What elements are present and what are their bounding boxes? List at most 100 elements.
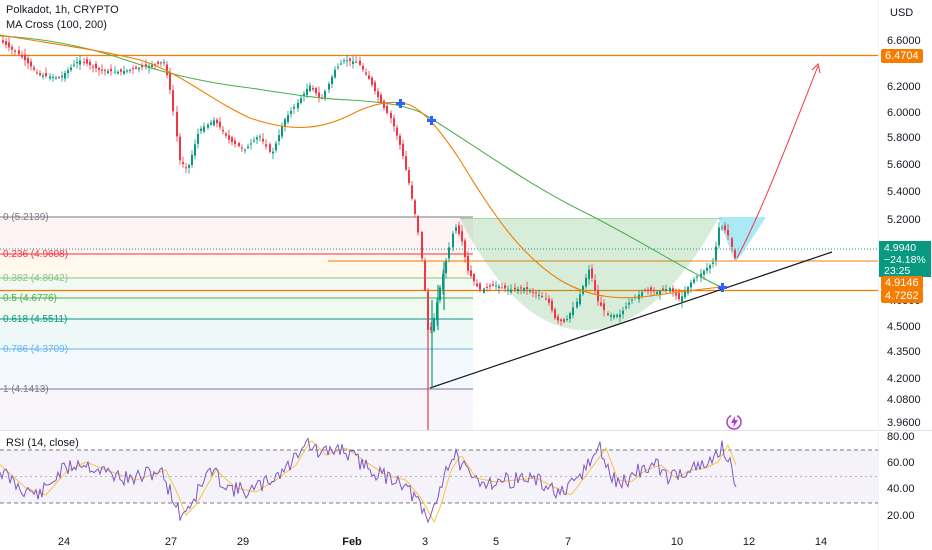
candle-body [194,144,196,156]
candle-body [700,273,702,278]
candle-body [681,296,683,302]
indicator-legend[interactable]: MA Cross (100, 200) [6,19,107,31]
target-price-badge: 6.4704 [881,49,923,63]
ma100-badge: 4.9146 [881,276,923,290]
candle-body [690,282,692,288]
candle-body [324,91,326,98]
time-tick: 27 [164,536,178,548]
candle-body [616,315,618,317]
candle-body [52,77,54,78]
candle-body [55,77,57,79]
candle-body [588,269,590,280]
candle-body [169,73,171,90]
candle-body [383,100,385,108]
symbol-legend[interactable]: Polkadot, 1h, CRYPTO [6,4,119,16]
candle-body [610,315,612,317]
fib-zone-0618-0786 [0,319,473,349]
candle-body [104,70,106,72]
fib-label-0618: 0.618 (4.5511) [3,314,68,325]
candle-body [517,288,519,292]
candle-body [49,76,51,79]
ma100-line [0,34,723,299]
candle-body [473,274,475,282]
candle-body [417,216,419,233]
candle-body [579,294,581,305]
candle-body [520,287,522,289]
candle-body [399,135,401,145]
candle-body [709,265,711,269]
time-tick: 10 [670,536,684,548]
candle-body [101,69,103,71]
candle-body [554,309,556,319]
candle-body [343,60,345,62]
time-tick: 7 [564,536,572,548]
candle-body [293,106,295,109]
time-tick: Feb [342,536,362,548]
candle-body [442,274,444,290]
candle-body [5,41,7,45]
candle-body [129,69,131,71]
price-tick: 4.2000 [887,373,921,385]
fib-label-0: 0 (5.2139) [3,212,49,223]
candle-body [424,260,426,291]
price-tick: 5.4000 [887,186,921,198]
time-tick: 5 [492,536,500,548]
candle-body [182,162,184,165]
candle-body [219,121,221,128]
fib-zone-below-1 [0,389,473,430]
candle-body [365,72,367,75]
candle-body [368,75,370,79]
candle-body [427,291,429,330]
rsi-legend[interactable]: RSI (14, close) [6,437,79,449]
candle-body [179,136,181,161]
candle-body [374,82,376,91]
candle-body [421,232,423,259]
candle-body [597,290,599,302]
candle-body [371,77,373,85]
candle-body [613,315,615,318]
candle-body [253,140,255,142]
projection-arrow [736,63,821,259]
candle-body [67,70,69,73]
candle-body [603,303,605,311]
candle-body [188,165,190,168]
time-tick: 29 [236,536,250,548]
candle-body [135,67,137,69]
candle-body [114,71,116,73]
candle-body [203,126,205,132]
fib-label-0236: 0.236 (4.9608) [3,249,69,260]
ma200-badge: 4.7262 [881,289,923,303]
candle-body [529,290,531,292]
candle-body [312,88,314,90]
candle-body [83,62,85,63]
candle-body [514,287,516,290]
candle-body [200,128,202,131]
candle-body [619,314,621,318]
price-tick: 6.6000 [887,35,921,47]
candle-body [141,65,143,68]
fib-zone-0382-05 [0,278,473,298]
candle-body [36,72,38,74]
candle-body [110,68,112,72]
candle-body [166,64,168,76]
time-tick: 24 [57,536,71,548]
candle-body [355,61,357,63]
candle-body [30,61,32,67]
candle-body [284,119,286,127]
candle-body [95,63,97,69]
candle-body [265,144,267,147]
candle-body [11,46,13,50]
candle-body [458,225,460,234]
candle-body [331,76,333,84]
candle-body [641,292,643,297]
candle-body [535,292,537,294]
candle-body [541,296,543,298]
candle-body [318,92,320,98]
candle-body [377,91,379,98]
price-tick: 4.3500 [887,346,921,358]
candle-body [328,83,330,90]
candle-body [650,287,652,291]
candle-body [234,140,236,144]
candle-body [653,290,655,292]
